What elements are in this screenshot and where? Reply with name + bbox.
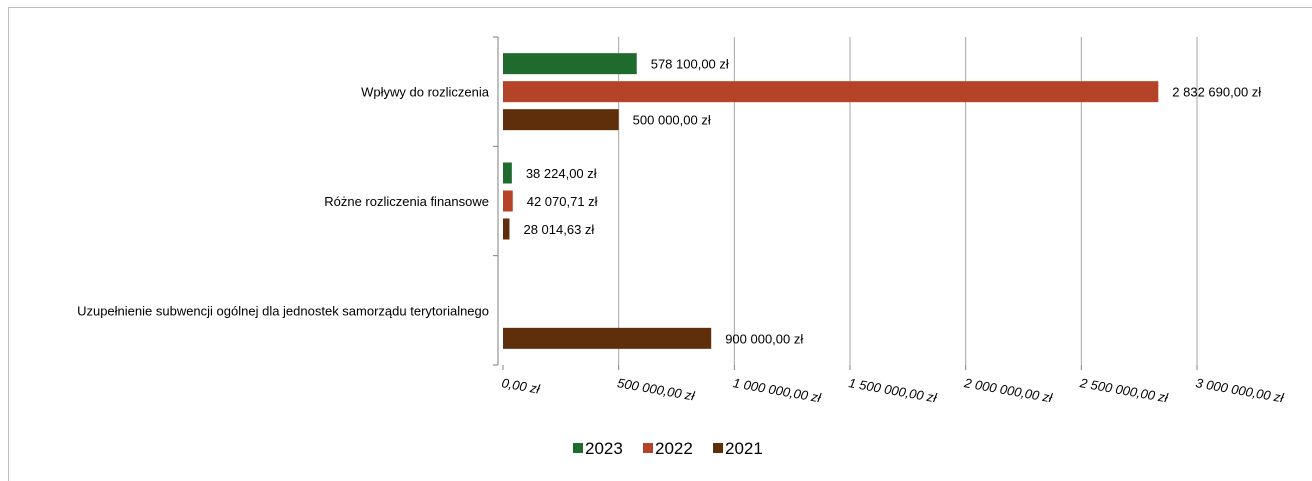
x-tick-label-6: 3 000 000,00 zł — [1194, 375, 1285, 405]
bar-2022-0 — [503, 81, 1159, 103]
grid-layer — [493, 36, 1198, 370]
category-label-2: Uzupełnienie subwencji ogólnej dla jedno… — [77, 303, 489, 318]
x-tick-label-3: 1 500 000,00 zł — [847, 375, 938, 405]
bar-layer — [503, 53, 1159, 349]
category-layer: Wpływy do rozliczenia Różne rozliczenia f… — [77, 85, 490, 319]
data-label-2021-0: 500 000,00 zł — [633, 113, 711, 128]
category-label-1: Różne rozliczenia finansowe — [324, 194, 489, 209]
bar-2021-1 — [503, 218, 510, 240]
x-tick-label-1: 500 000,00 zł — [616, 375, 697, 404]
legend-label-2023: 2023 — [585, 439, 623, 458]
x-tick-label-2: 1 000 000,00 zł — [732, 375, 823, 405]
data-label-2022-0: 2 832 690,00 zł — [1172, 85, 1261, 100]
legend-swatch-2022 — [643, 443, 653, 453]
data-label-2023-0: 578 100,00 zł — [651, 57, 729, 72]
data-label-2021-1: 28 014,63 zł — [523, 222, 594, 237]
legend-swatch-2023 — [573, 443, 583, 453]
legend-swatch-2021 — [713, 443, 723, 453]
legend: 2023 2022 2021 — [573, 439, 763, 458]
legend-label-2021: 2021 — [725, 439, 763, 458]
x-tick-label-4: 2 000 000,00 zł — [962, 375, 1054, 406]
label-layer: 578 100,00 zł 2 832 690,00 zł 500 000,00 z… — [523, 57, 1261, 347]
data-label-2023-1: 38 224,00 zł — [526, 166, 597, 181]
bar-2023-0 — [503, 53, 637, 75]
x-tick-layer: 0,00 zł 500 000,00 zł 1 000 000,00 zł 1 500… — [500, 375, 1285, 406]
x-tick-label-5: 2 500 000,00 zł — [1078, 375, 1170, 406]
data-label-2022-1: 42 070,71 zł — [527, 194, 598, 209]
category-label-0: Wpływy do rozliczenia — [361, 85, 490, 100]
bar-2022-1 — [503, 190, 513, 212]
bar-2021-0 — [503, 109, 619, 131]
bar-2023-1 — [503, 162, 512, 184]
legend-label-2022: 2022 — [655, 439, 693, 458]
data-label-2021-2: 900 000,00 zł — [725, 331, 803, 346]
x-tick-label-0: 0,00 zł — [500, 375, 541, 397]
bar-2021-2 — [503, 327, 712, 349]
